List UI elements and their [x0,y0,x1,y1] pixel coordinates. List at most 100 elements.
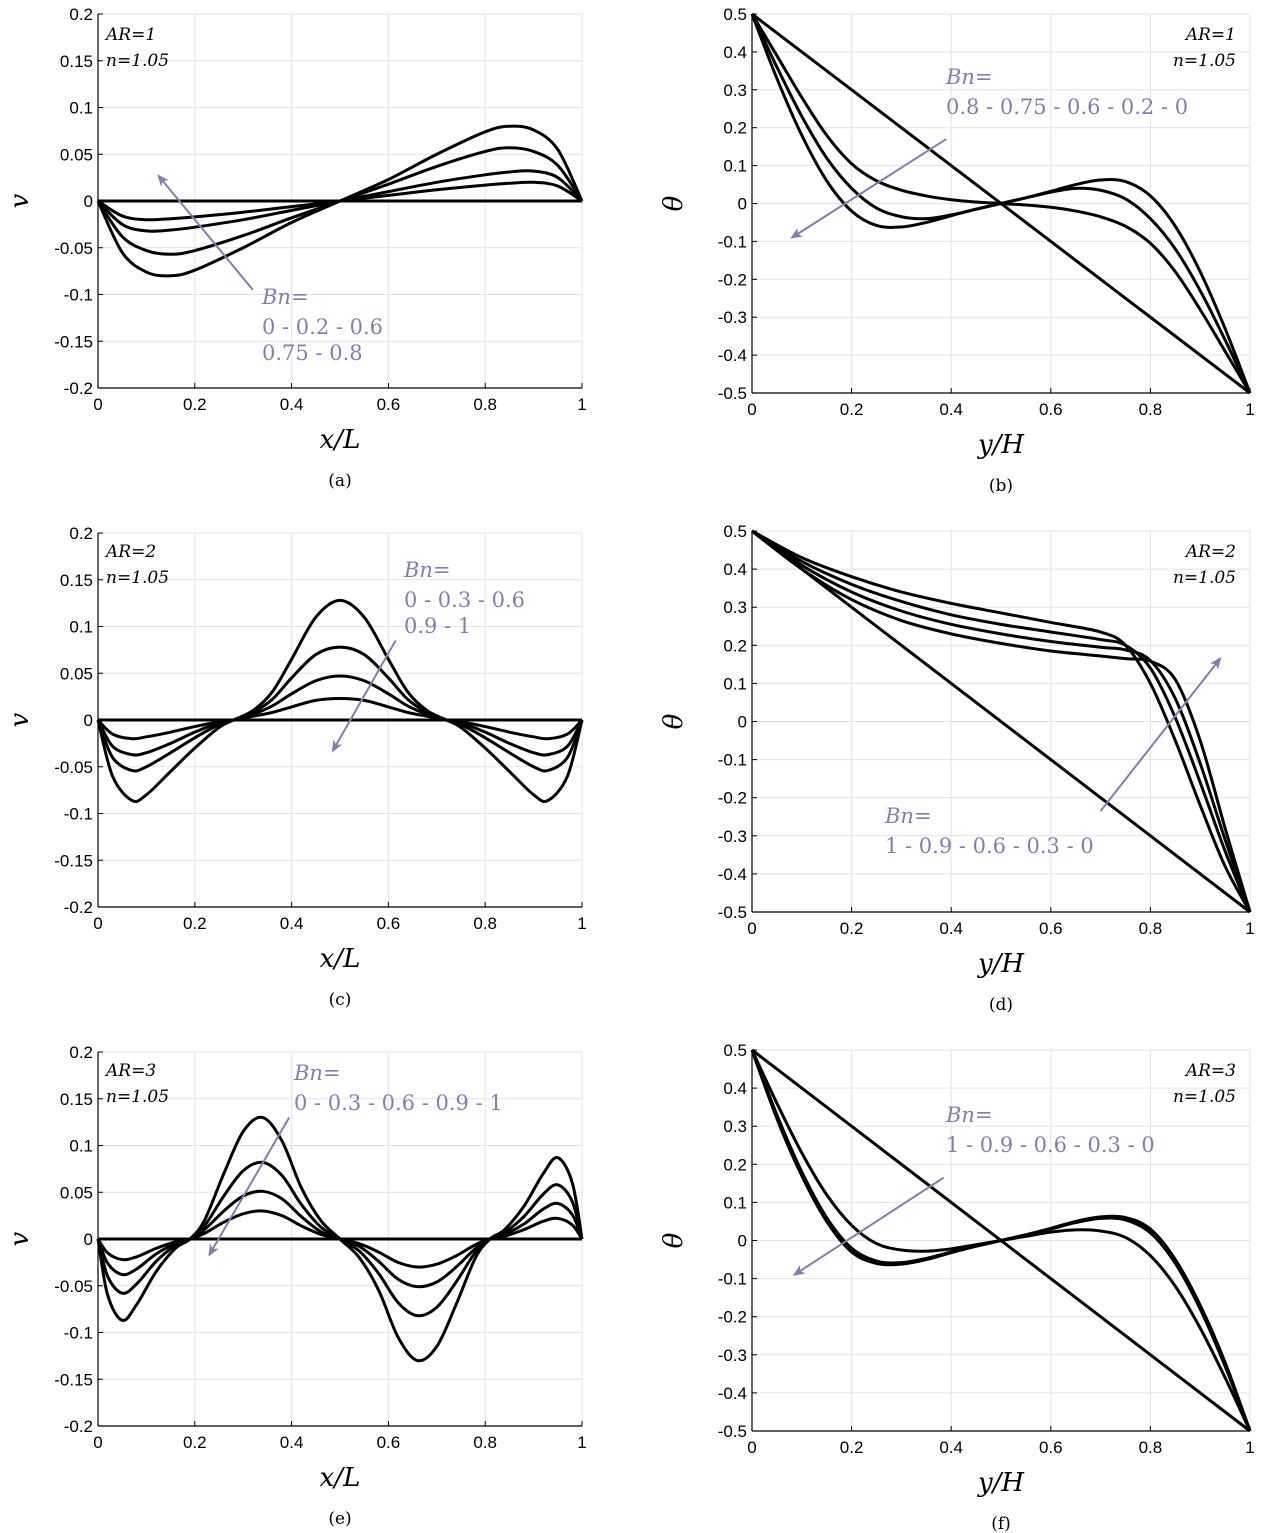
panel-caption: (e) [328,1509,351,1529]
y-tick-label: 0.05 [60,145,93,164]
x-tick-label: 0.2 [840,400,864,419]
x-tick-label: 0.6 [377,1433,401,1452]
y-tick-label: -0.2 [718,270,747,289]
x-tick-label: 0.2 [183,914,207,933]
x-tick-label: 0.8 [473,1433,497,1452]
panel-b: 0 0.2 0.4 0.6 0.8 1 0.5 0.4 0.3 0.2 0.1 0 -0.1 -0.2 -0… [659,5,1255,496]
y-tick-label: -0.05 [54,758,93,777]
trend-arrow [1099,657,1222,812]
param-label: AR=1 [1184,25,1236,45]
y-tick-label: -0.1 [718,232,747,251]
y-tick-label: -0.1 [64,1324,93,1343]
series-line-2 [751,529,1252,913]
x-tick-label: 0 [747,400,756,419]
x-axis-label: y/H [977,1468,1025,1498]
y-tick-label: 0 [738,713,747,732]
x-tick-label: 0.4 [939,1438,963,1457]
series-line-3 [751,529,1252,913]
y-tick-label: 0.15 [60,1090,93,1109]
x-tick-label: 0.2 [183,1433,207,1452]
x-tick-label: 1 [577,395,586,414]
series-line-1 [96,598,584,804]
param-label: n=1.05 [1173,568,1236,588]
y-tick-label: 0 [84,192,93,211]
y-tick-label: 0.2 [69,524,93,543]
x-tick-label: 1 [1245,919,1254,938]
x-axis-label: x/L [320,1463,361,1493]
y-tick-label: -0.1 [718,751,747,770]
x-tick-label: 0.8 [473,914,497,933]
y-tick-label: -0.5 [718,1422,747,1441]
y-tick-label: 0.5 [723,1041,747,1060]
y-tick-label: 0.2 [69,5,93,24]
param-label: n=1.05 [106,51,169,71]
y-tick-label: 0.5 [723,522,747,541]
y-tick-label: -0.4 [718,346,747,365]
x-tick-label: 0.8 [1139,1438,1163,1457]
y-tick-label: -0.3 [718,1346,747,1365]
y-tick-label: 0.1 [69,99,93,118]
y-tick-label: -0.15 [54,332,93,351]
panel-d: 0 0.2 0.4 0.6 0.8 1 0.5 0.4 0.3 0.2 0.1 0 -0.1 -0.2 -0… [659,522,1255,1015]
x-tick-label: 0.4 [280,1433,304,1452]
y-tick-label: 0.3 [723,598,747,617]
annotation-line: 1 - 0.9 - 0.6 - 0.3 - 0 [946,1133,1155,1157]
y-tick-label: -0.1 [64,805,93,824]
x-tick-label: 0 [747,1438,756,1457]
x-tick-label: 1 [577,914,586,933]
x-tick-label: 0.6 [1039,919,1063,938]
y-tick-label: -0.05 [54,239,93,258]
param-label: AR=3 [104,1061,156,1081]
x-tick-label: 0.4 [280,914,304,933]
param-label: AR=2 [104,542,156,562]
y-tick-label: 0.4 [723,43,747,62]
panel-caption: (d) [989,995,1013,1015]
series-line-4 [751,529,1252,913]
y-tick-label: 0.5 [723,5,747,24]
series-line-2 [96,645,584,773]
y-tick-label: 0.3 [723,1117,747,1136]
y-tick-label: 0.3 [723,81,747,100]
trend-arrow [208,1116,291,1257]
y-tick-label: -0.3 [718,827,747,846]
y-tick-label: -0.2 [718,1308,747,1327]
trend-arrow [331,640,397,753]
x-tick-label: 0 [747,919,756,938]
y-tick-label: 0.2 [69,1043,93,1062]
y-tick-label: -0.2 [64,898,93,917]
annotation-line: 1 - 0.9 - 0.6 - 0.3 - 0 [885,834,1094,858]
annotation-line: Bn= [403,558,451,582]
param-label: AR=3 [1184,1061,1236,1081]
x-axis-label: x/L [320,425,361,455]
panel-caption: (a) [328,471,351,491]
x-tick-label: 0.6 [1039,400,1063,419]
y-axis-label: θ [659,1232,689,1248]
y-tick-label: 0 [84,1230,93,1249]
x-axis-label: y/H [977,430,1025,460]
param-label: n=1.05 [106,568,169,588]
panel-c: 0 0.2 0.4 0.6 0.8 1 0.2 0.15 0.1 0.05 0 -0.05 -0.1 -0… [5,524,587,1010]
x-tick-label: 1 [1245,1438,1254,1457]
y-tick-label: -0.2 [64,1417,93,1436]
y-tick-label: -0.3 [718,308,747,327]
trend-arrow [157,174,254,291]
annotation-line: Bn= [945,1103,993,1127]
param-label: n=1.05 [1173,1087,1236,1107]
x-tick-label: 0.4 [280,395,304,414]
y-tick-label: -0.05 [54,1277,93,1296]
x-tick-label: 0 [93,914,102,933]
x-tick-label: 0.4 [939,400,963,419]
series-line-5 [751,1048,1251,1433]
y-tick-label: 0.15 [60,52,93,71]
trend-arrow [790,138,947,239]
annotation-line: 0 - 0.3 - 0.6 - 0.9 - 1 [294,1091,503,1115]
annotation-line: 0.9 - 1 [404,614,471,638]
y-tick-label: 0.4 [723,1079,747,1098]
x-tick-label: 1 [577,1433,586,1452]
annotation-line: 0.8 - 0.75 - 0.6 - 0.2 - 0 [946,95,1188,119]
y-tick-label: 0.1 [723,1193,747,1212]
annotation-line: Bn= [293,1061,341,1085]
panel-f: 0 0.2 0.4 0.6 0.8 1 0.5 0.4 0.3 0.2 0.1 0 -0.1 -0.2 -0… [659,1041,1255,1533]
y-tick-label: -0.15 [54,1370,93,1389]
y-tick-label: -0.2 [718,789,747,808]
